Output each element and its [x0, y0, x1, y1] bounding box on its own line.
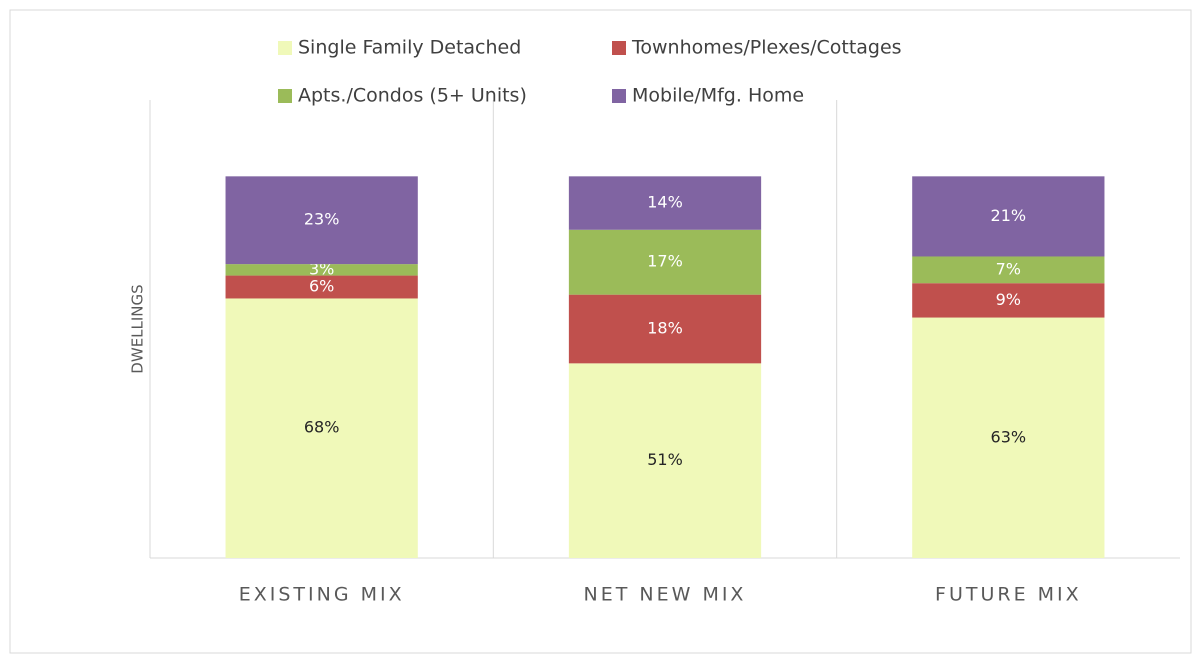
bar-segment: [912, 283, 1105, 318]
x-tick-label: NET NEW MIX: [584, 584, 747, 606]
legend-label: Mobile/Mfg. Home: [632, 85, 804, 107]
bar-segment: [225, 275, 418, 299]
legend-swatch: [278, 89, 292, 103]
bar-segment: [912, 256, 1105, 284]
data-label: 14%: [647, 193, 683, 212]
data-label: 18%: [647, 319, 683, 338]
legend-swatch: [612, 89, 626, 103]
x-tick-label: FUTURE MIX: [935, 584, 1082, 606]
bar-segment: [912, 317, 1105, 558]
x-tick-label: EXISTING MIX: [239, 584, 405, 606]
data-label: 51%: [647, 450, 683, 469]
legend-label: Townhomes/Plexes/Cottages: [631, 37, 902, 59]
data-label: 9%: [996, 290, 1021, 309]
legend-swatch: [278, 41, 292, 55]
bar-segment: [912, 176, 1105, 257]
legend-label: Apts./Condos (5+ Units): [298, 85, 527, 107]
bar-segment: [225, 264, 418, 276]
y-axis-label: DWELLINGS: [129, 284, 147, 373]
data-label: 68%: [304, 418, 340, 437]
bar-segment: [568, 363, 762, 558]
data-label: 7%: [996, 259, 1021, 278]
data-label: 21%: [991, 206, 1027, 225]
data-label: 63%: [991, 427, 1027, 446]
data-label: 17%: [647, 252, 683, 271]
legend-label: Single Family Detached: [298, 37, 521, 59]
bar-segment: [568, 229, 762, 295]
bar-segment: [225, 298, 418, 558]
legend-swatch: [612, 41, 626, 55]
bar-segment: [568, 176, 762, 230]
bar-segment: [568, 294, 762, 364]
bar-segment: [225, 176, 418, 265]
data-label: 23%: [304, 210, 340, 229]
data-label: 6%: [309, 277, 334, 296]
